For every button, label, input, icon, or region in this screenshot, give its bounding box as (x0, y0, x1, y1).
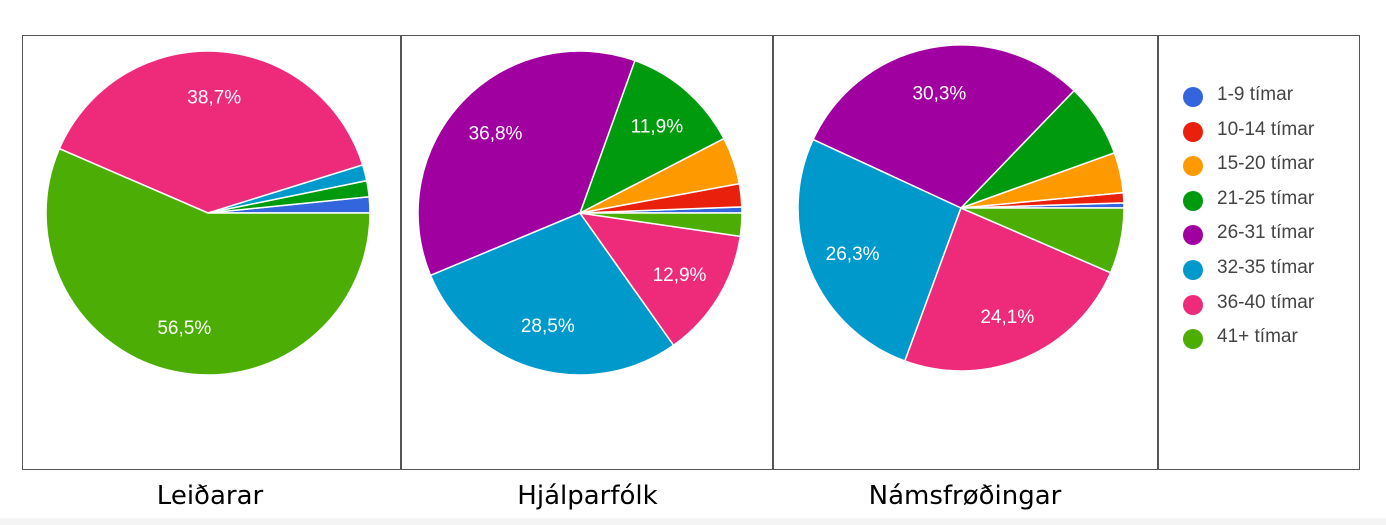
legend-swatch (1183, 156, 1203, 177)
legend-swatch (1183, 329, 1203, 350)
pie-chart-leidarar: 38,7% 56,5% (45, 50, 371, 376)
pie-slice-26-31-t-mar (812, 44, 1076, 209)
legend-label: 21-25 tímar (1217, 187, 1315, 209)
legend-item: 32-35 tímar (1183, 256, 1358, 291)
slice-label: 11,9% (631, 116, 684, 137)
slice-label: 56,5% (157, 318, 211, 339)
legend-item: 36-40 tímar (1183, 291, 1358, 326)
slice-label: 12,9% (653, 265, 707, 286)
legend-item: 21-25 tímar (1183, 187, 1358, 222)
pie-slice-21-25-t-mar (578, 59, 725, 215)
pie-title-leidarar: Leiðarar (156, 481, 264, 511)
legend-swatch (1183, 294, 1203, 315)
legend-label: 36-40 tímar (1217, 291, 1315, 313)
slice-label: 26,3% (826, 244, 880, 265)
legend-item: 10-14 tímar (1183, 118, 1358, 153)
pie-slice-32-35-t-mar (429, 212, 675, 376)
legend-label: 32-35 tímar (1217, 256, 1315, 278)
legend-item: 26-31 tímar (1183, 221, 1358, 256)
panel-divider (1157, 35, 1159, 470)
pie-title-hjalparfolk: Hjálparfólk (517, 481, 658, 511)
pie-slice-41plus-t-mar (45, 147, 371, 376)
pie-slice-36-40-t-mar (58, 50, 364, 214)
pie-slice-41plus-t-mar (960, 207, 1125, 274)
slice-label: 28,5% (521, 316, 575, 337)
pie-slice-32-35-t-mar (797, 138, 962, 362)
slice-label: 36,8% (469, 124, 523, 145)
pie-slice-26-31-t-mar (417, 50, 636, 277)
pie-slice-41plus-t-mar (579, 212, 743, 238)
pie-chart-hjalparfolk: 11,9% 36,8% 28,5% 12,9% (417, 50, 743, 376)
legend-item: 41+ tímar (1183, 325, 1358, 360)
chart-panel-frame (22, 35, 1360, 470)
pie-title-namsfrodingar: Námsfrøðingar (868, 481, 1062, 511)
slice-label: 30,3% (912, 84, 966, 105)
pie-chart-namsfrodingar: 30,3% 26,3% 24,1% (797, 44, 1125, 372)
legend-label: 15-20 tímar (1217, 153, 1315, 175)
slice-label: 38,7% (187, 88, 241, 109)
pie-slice-36-40-t-mar (578, 212, 742, 347)
panel-divider (772, 35, 774, 470)
legend-swatch (1183, 121, 1203, 142)
legend-label: 1-9 tímar (1217, 84, 1294, 105)
legend-item: 1-9 tímar (1183, 83, 1358, 118)
legend-swatch (1183, 87, 1203, 107)
legend-swatch (1183, 225, 1203, 246)
legend-swatch (1183, 190, 1203, 211)
legend-item: 15-20 tímar (1183, 152, 1358, 187)
legend-label: 26-31 tímar (1217, 222, 1315, 244)
panel-divider (400, 35, 402, 470)
pie-slice-36-40-t-mar (903, 206, 1112, 372)
legend-label: 41+ tímar (1217, 326, 1298, 348)
legend-label: 10-14 tímar (1217, 118, 1315, 140)
legend-swatch (1183, 259, 1203, 280)
slice-label: 24,1% (980, 307, 1034, 328)
bottom-strip (0, 518, 1386, 525)
legend: 1-9 tímar 10-14 tímar 15-20 tímar 21-25 … (1183, 83, 1358, 360)
